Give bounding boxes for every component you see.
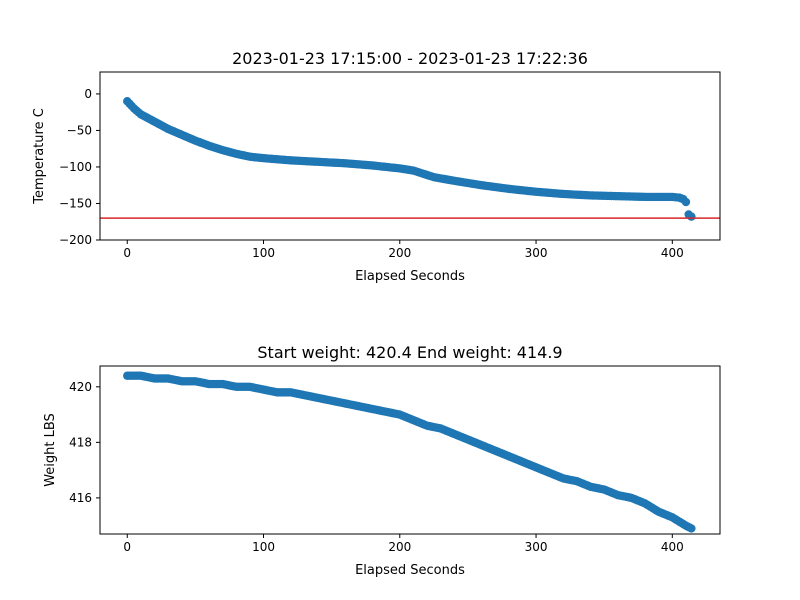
weight-chart: Start weight: 420.4 End weight: 414.9 0 1… [43, 343, 721, 578]
weight-plot-frame [99, 365, 721, 535]
temperature-x-tick-label: 300 [525, 246, 548, 260]
weight-series [123, 371, 696, 533]
weight-y-tick-label: 418 [69, 435, 92, 449]
temperature-point [681, 197, 691, 207]
weight-chart-title: Start weight: 420.4 End weight: 414.9 [257, 343, 562, 362]
temperature-x-tick-label: 400 [661, 246, 684, 260]
temperature-point [687, 212, 696, 221]
weight-x-tick-label: 100 [252, 540, 275, 554]
temperature-y-tick-label: −200 [59, 233, 92, 247]
weight-y-ticks: 416 418 420 [69, 380, 100, 505]
temperature-x-axis-label: Elapsed Seconds [355, 269, 465, 284]
temperature-plot-frame [99, 71, 721, 241]
temperature-x-tick-label: 100 [252, 246, 275, 260]
weight-y-tick-label: 416 [69, 491, 92, 505]
weight-x-ticks: 0 100 200 300 400 [123, 534, 684, 554]
weight-x-tick-label: 300 [525, 540, 548, 554]
temperature-chart-title: 2023-01-23 17:15:00 - 2023-01-23 17:22:3… [232, 49, 588, 68]
weight-point [687, 524, 696, 533]
temperature-x-tick-label: 200 [388, 246, 411, 260]
temperature-y-tick-label: 0 [84, 87, 92, 101]
temperature-y-tick-label: −50 [67, 123, 92, 137]
weight-y-tick-label: 420 [69, 380, 92, 394]
weight-x-axis-label: Elapsed Seconds [355, 563, 465, 578]
temperature-y-tick-label: −150 [59, 196, 92, 210]
temperature-chart: 2023-01-23 17:15:00 - 2023-01-23 17:22:3… [32, 49, 721, 284]
weight-x-tick-label: 200 [388, 540, 411, 554]
temperature-y-ticks: 0 −50 −100 −150 −200 [59, 87, 100, 247]
temperature-x-tick-label: 0 [123, 246, 131, 260]
weight-x-tick-label: 400 [661, 540, 684, 554]
temperature-x-ticks: 0 100 200 300 400 [123, 240, 684, 260]
weight-x-tick-label: 0 [123, 540, 131, 554]
temperature-y-axis-label: Temperature C [32, 108, 47, 205]
temperature-y-tick-label: −100 [59, 160, 92, 174]
temperature-series [100, 97, 720, 221]
weight-y-axis-label: Weight LBS [43, 413, 58, 487]
